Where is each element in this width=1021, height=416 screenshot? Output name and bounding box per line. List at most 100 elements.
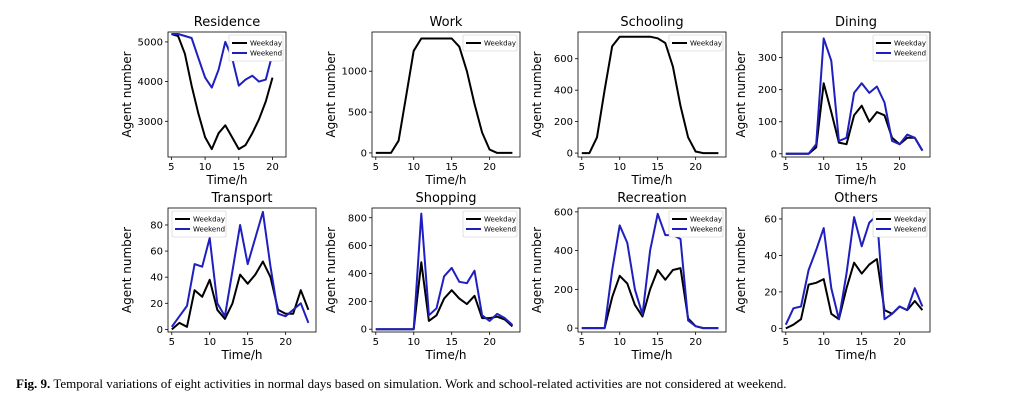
legend-box [462, 34, 518, 52]
x-axis-label: Time/h [834, 173, 876, 187]
x-axis-label: Time/h [834, 348, 876, 362]
y-tick-label: 300 [758, 53, 777, 64]
x-tick-label: 15 [651, 162, 664, 173]
y-tick-label: 4000 [138, 77, 163, 88]
legend: Weekday [462, 34, 518, 52]
legend-label-weekday: Weekday [484, 216, 516, 224]
y-tick-label: 60 [764, 214, 777, 225]
y-tick-label: 400 [554, 86, 573, 97]
x-tick-label: 10 [613, 162, 626, 173]
y-axis-label: Agent number [324, 51, 338, 137]
legend: Weekday Weekend [872, 210, 928, 238]
plot-frame [577, 31, 727, 158]
x-axis-label: Time/h [220, 348, 262, 362]
y-tick-label: 20 [764, 287, 777, 298]
chart-title: Shopping [415, 191, 476, 206]
x-tick-label: 5 [783, 162, 789, 173]
figure-caption: Fig. 9. Temporal variations of eight act… [16, 376, 1016, 392]
caption-text: Temporal variations of eight activities … [50, 376, 787, 391]
x-tick-label: 15 [241, 337, 254, 348]
chart-title: Work [430, 15, 463, 30]
chart-others: Others 5 10 15 20 0 20 40 60 Time/h Agent number We… [734, 191, 931, 362]
series-line-weekend [581, 212, 719, 330]
legend-label-weekday: Weekday [690, 40, 722, 48]
y-axis-label: Agent number [120, 227, 134, 313]
chart-transport: Transport 5 10 15 20 0 20 40 60 80 Time/h Agent num… [120, 191, 317, 362]
y-tick-label: 0 [567, 149, 573, 160]
y-tick-label: 500 [348, 108, 367, 119]
y-tick-label: 3000 [138, 117, 163, 128]
x-tick-label: 5 [168, 162, 174, 173]
legend-label-weekend: Weekend [894, 226, 926, 234]
x-tick-label: 20 [279, 337, 292, 348]
y-tick-label: 200 [348, 297, 367, 308]
y-tick-label: 0 [771, 149, 777, 160]
x-tick-label: 20 [893, 162, 906, 173]
legend-label-weekday: Weekday [690, 216, 722, 224]
x-axis-label: Time/h [630, 348, 672, 362]
x-tick-label: 5 [579, 162, 585, 173]
plot-frame [167, 207, 317, 333]
x-tick-label: 15 [445, 162, 458, 173]
y-axis-label: Agent number [120, 51, 134, 137]
x-tick-label: 10 [613, 337, 626, 348]
series-line-weekday [581, 267, 719, 330]
legend-label-weekday: Weekday [894, 40, 926, 48]
x-tick-label: 10 [199, 162, 212, 173]
y-tick-label: 20 [150, 299, 163, 310]
legend-box [668, 210, 724, 238]
legend-box [872, 34, 928, 62]
legend-label-weekday: Weekday [250, 40, 282, 48]
legend: Weekday Weekend [462, 210, 518, 238]
chart-title: Others [834, 191, 878, 206]
chart-title: Transport [210, 191, 272, 206]
y-tick-label: 200 [554, 285, 573, 296]
x-tick-label: 10 [817, 162, 830, 173]
y-tick-label: 600 [554, 207, 573, 218]
series-line-weekday [581, 35, 719, 155]
series-line-weekday [375, 37, 513, 154]
x-tick-label: 20 [266, 162, 279, 173]
legend-label-weekday: Weekday [484, 40, 516, 48]
y-tick-label: 800 [348, 213, 367, 224]
y-tick-label: 0 [771, 324, 777, 335]
y-axis-label: Agent number [734, 227, 748, 313]
x-tick-label: 5 [783, 337, 789, 348]
legend-box [872, 210, 928, 238]
chart-title: Schooling [620, 15, 683, 30]
legend-box [171, 210, 227, 238]
legend-box [228, 34, 284, 62]
x-tick-label: 20 [689, 337, 702, 348]
x-tick-label: 15 [232, 162, 245, 173]
x-axis-label: Time/h [424, 348, 466, 362]
x-tick-label: 15 [855, 337, 868, 348]
y-tick-label: 600 [348, 241, 367, 252]
series-line-weekend [171, 33, 274, 89]
y-tick-label: 0 [361, 325, 367, 336]
legend: Weekday Weekend [668, 210, 724, 238]
plot-frame [781, 31, 931, 158]
series-line-weekday [785, 258, 924, 330]
legend-box [462, 210, 518, 238]
chart-title: Dining [835, 15, 877, 30]
x-tick-label: 15 [855, 162, 868, 173]
y-tick-label: 600 [554, 54, 573, 65]
series-line-weekday [171, 260, 310, 331]
y-tick-label: 200 [758, 85, 777, 96]
x-tick-label: 15 [445, 337, 458, 348]
series-line-weekend [170, 210, 310, 328]
y-axis-label: Agent number [324, 227, 338, 313]
y-tick-label: 100 [758, 117, 777, 128]
y-tick-label: 40 [150, 273, 163, 284]
y-tick-label: 80 [150, 220, 163, 231]
legend-label-weekend: Weekend [193, 226, 225, 234]
y-tick-label: 0 [567, 324, 573, 335]
plot-frame [371, 31, 521, 158]
series-line-weekend [785, 37, 924, 155]
x-tick-label: 5 [373, 337, 379, 348]
x-tick-label: 10 [203, 337, 216, 348]
y-tick-label: 200 [554, 117, 573, 128]
